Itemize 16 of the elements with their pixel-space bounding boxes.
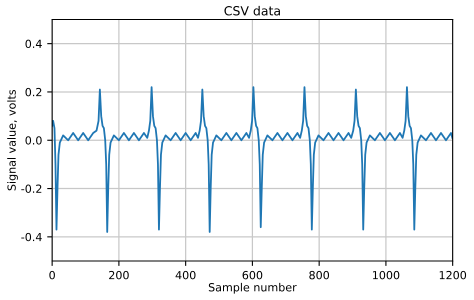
line-series	[52, 86, 453, 233]
y-axis-title: Signal value, volts	[7, 90, 18, 190]
x-tick-label: 1000	[372, 270, 400, 280]
y-tick-label: -0.2	[21, 184, 42, 193]
x-tick-label: 400	[176, 270, 196, 280]
chart-title: CSV data	[224, 6, 280, 16]
y-tick-label: 0.0	[25, 136, 42, 145]
x-tick-label: 800	[309, 270, 330, 280]
y-tick-label: 0.2	[25, 88, 42, 96]
x-tick-label: 600	[242, 270, 262, 280]
x-axis-title: Sample number	[208, 282, 297, 294]
x-tick-label: 0	[49, 270, 55, 280]
y-tick-label: 0.4	[25, 40, 42, 48]
x-tick-label: 1200	[440, 270, 466, 280]
x-tick-label: 200	[109, 270, 129, 280]
y-tick-label: -0.4	[21, 232, 42, 242]
